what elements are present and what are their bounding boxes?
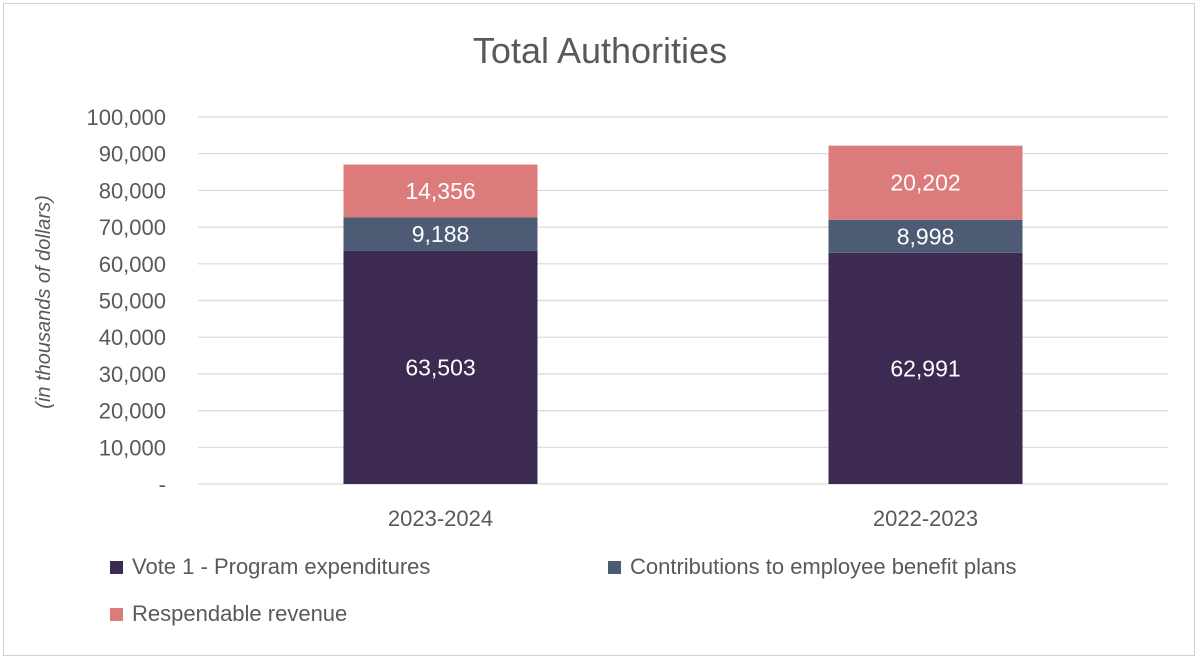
data-label: 20,202 — [890, 170, 960, 196]
y-axis-ticks: - 10,000 20,000 30,000 40,000 50,000 60,000 70,… — [86, 105, 166, 497]
y-axis-label: (in thousands of dollars) — [33, 195, 55, 408]
y-tick-label: 100,000 — [86, 105, 166, 130]
x-axis-ticks: 2023-2024 2022-2023 — [388, 506, 978, 531]
data-label: 14,356 — [405, 178, 475, 204]
legend: Vote 1 - Program expenditures Contributio… — [110, 554, 1016, 626]
bars — [343, 145, 1023, 484]
data-labels: 63,503 9,188 14,356 62,991 8,998 20,202 — [405, 170, 960, 382]
y-tick-label: 70,000 — [99, 215, 166, 240]
y-tick-label: 50,000 — [99, 289, 166, 314]
legend-label: Vote 1 - Program expenditures — [132, 554, 430, 579]
y-tick-label: 10,000 — [99, 435, 166, 460]
legend-swatch — [110, 561, 123, 574]
bar-segment — [828, 219, 1023, 253]
bar-segment — [343, 217, 538, 251]
legend-label: Respendable revenue — [132, 601, 347, 626]
legend-swatch — [608, 561, 621, 574]
y-tick-label: 80,000 — [99, 178, 166, 203]
legend-item: Respendable revenue — [110, 601, 347, 626]
x-tick-label: 2023-2024 — [388, 506, 493, 531]
y-tick-label: 90,000 — [99, 142, 166, 167]
data-label: 62,991 — [890, 355, 960, 381]
bar-segment — [343, 250, 538, 484]
legend-item: Vote 1 - Program expenditures — [110, 554, 430, 579]
data-label: 63,503 — [405, 354, 475, 380]
chart-title: Total Authorities — [473, 30, 727, 71]
y-tick-label: 40,000 — [99, 325, 166, 350]
y-tick-label: 20,000 — [99, 399, 166, 424]
data-label: 8,998 — [897, 223, 955, 249]
legend-swatch — [110, 608, 123, 621]
x-tick-label: 2022-2023 — [873, 506, 978, 531]
legend-item: Contributions to employee benefit plans — [608, 554, 1016, 579]
y-tick-label: 60,000 — [99, 252, 166, 277]
bar-segment — [828, 252, 1023, 484]
bar-segment — [343, 164, 538, 218]
data-label: 9,188 — [412, 221, 470, 247]
y-tick-label: 30,000 — [99, 362, 166, 387]
bar-segment — [828, 145, 1023, 220]
legend-label: Contributions to employee benefit plans — [630, 554, 1016, 579]
y-tick-label: - — [159, 472, 166, 497]
